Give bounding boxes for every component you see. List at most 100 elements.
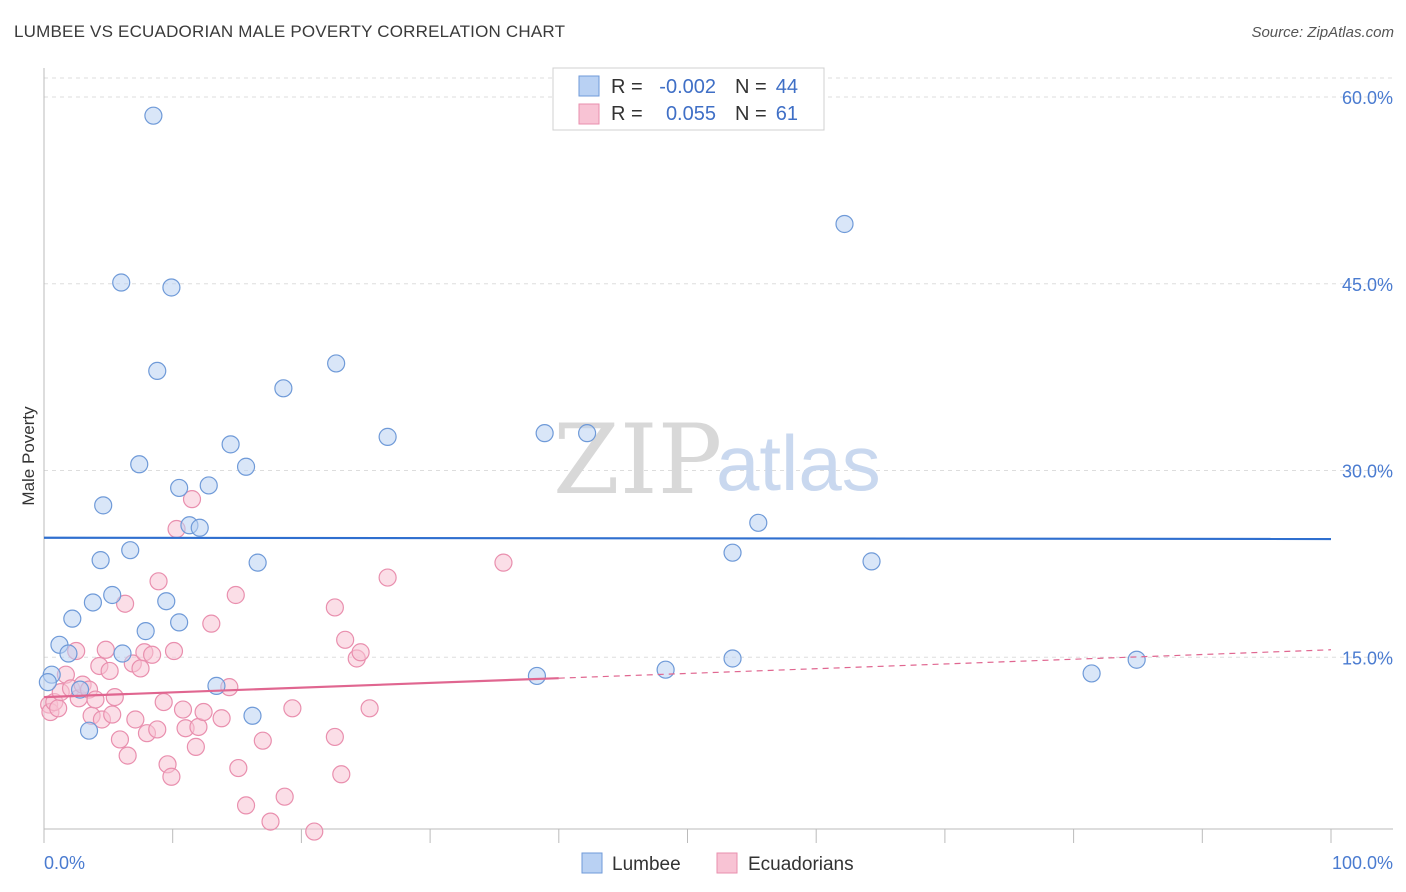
- ecuadorians-point-19: [110, 730, 130, 749]
- lumbee-point-41: [862, 552, 881, 571]
- lumbee-point-42: [1082, 664, 1101, 683]
- ecuadorians-point-53: [325, 598, 344, 617]
- lumbee-point-24: [199, 476, 218, 495]
- ecuadorians-point-24: [131, 659, 150, 678]
- ecuadorians-point-49: [275, 787, 294, 806]
- x-tick-label-max: 100.0%: [1332, 853, 1393, 873]
- lumbee-point-1: [38, 673, 57, 692]
- lumbee-trend-line: [43, 536, 1332, 541]
- lumbee-point-17: [148, 361, 167, 380]
- legend-n-value-1: 44: [776, 76, 798, 98]
- lumbee-point-3: [59, 644, 78, 663]
- series-legend-swatch-ecuadorians: [716, 852, 738, 874]
- ecuadorians-point-32: [162, 767, 181, 786]
- ecuadorians-point-60: [494, 553, 513, 572]
- ecuadorians-point-46: [236, 796, 256, 815]
- ecuadorians-point-23: [126, 710, 145, 729]
- watermark-atlas: atlas: [716, 419, 881, 507]
- ecuadorians-point-18: [105, 687, 124, 707]
- ecuadorians-point-41: [202, 614, 221, 633]
- y-tick-labels: 15.0% 30.0% 45.0% 60.0%: [1342, 88, 1393, 668]
- y-tick-label-30: 30.0%: [1342, 462, 1393, 482]
- ecuadorians-point-20: [115, 594, 135, 613]
- ecuadorians-point-44: [226, 585, 245, 605]
- ecuadorians-trend-line-extension: [558, 649, 1332, 679]
- ecuadorians-point-28: [148, 720, 167, 739]
- lumbee-point-21: [170, 478, 189, 498]
- x-tick-marks: [43, 829, 1332, 843]
- watermark: ZIP atlas: [553, 404, 881, 516]
- legend-r-label-1: R =: [611, 76, 643, 98]
- y-tick-label-60: 60.0%: [1342, 88, 1393, 108]
- y-axis-label: Male Poverty: [19, 406, 38, 506]
- ecuadorians-point-55: [336, 630, 355, 649]
- lumbee-point-10: [103, 585, 122, 605]
- y-tick-label-45: 45.0%: [1342, 275, 1393, 295]
- lumbee-point-13: [121, 541, 140, 560]
- watermark-zip: ZIP: [553, 404, 722, 516]
- ecuadorians-point-29: [149, 572, 168, 591]
- grid-lines: [44, 77, 1393, 658]
- lumbee-point-35: [578, 424, 597, 443]
- lumbee-point-9: [94, 496, 113, 515]
- lumbee-point-27: [236, 457, 256, 476]
- legend-swatch-lumbee: [578, 75, 600, 97]
- lumbee-point-32: [378, 427, 397, 446]
- legend-n-label-2: N =: [735, 103, 767, 125]
- ecuadorians-point-12: [86, 690, 105, 709]
- lumbee-point-43: [1127, 650, 1146, 669]
- legend-swatch-ecuadorians: [578, 103, 600, 125]
- lumbee-point-19: [162, 278, 181, 297]
- series-legend-swatch-lumbee: [581, 852, 603, 874]
- lumbee-point-4: [63, 609, 82, 628]
- lumbee-point-39: [749, 513, 768, 532]
- x-tick-label-min: 0.0%: [44, 853, 85, 873]
- ecuadorians-point-48: [261, 812, 280, 831]
- ecuadorians-points: [40, 490, 513, 841]
- ecuadorians-point-42: [212, 709, 231, 728]
- lumbee-point-38: [723, 649, 742, 668]
- ecuadorians-point-16: [100, 661, 119, 681]
- ecuadorians-point-38: [186, 737, 205, 756]
- legend-n-label-1: N =: [735, 76, 767, 98]
- lumbee-point-8: [91, 551, 110, 570]
- ecuadorians-point-15: [96, 640, 115, 659]
- lumbee-point-33: [527, 666, 547, 686]
- chart-title: LUMBEE VS ECUADORIAN MALE POVERTY CORREL…: [14, 22, 566, 41]
- ecuadorians-point-58: [360, 699, 379, 718]
- lumbee-point-36: [656, 660, 675, 679]
- ecuadorians-point-35: [173, 700, 193, 719]
- ecuadorians-point-47: [253, 731, 272, 750]
- ecuadorians-point-3: [49, 699, 68, 718]
- legend-r-value-2: 0.055: [666, 103, 716, 125]
- ecuadorians-point-40: [194, 702, 213, 722]
- lumbee-point-31: [327, 354, 346, 373]
- lumbee-point-26: [221, 435, 240, 454]
- lumbee-point-7: [83, 593, 103, 612]
- lumbee-point-11: [113, 644, 132, 663]
- lumbee-point-29: [248, 553, 267, 572]
- ecuadorians-point-21: [118, 746, 137, 765]
- y-tick-label-15: 15.0%: [1342, 648, 1393, 668]
- lumbee-point-30: [274, 379, 293, 398]
- ecuadorians-point-54: [332, 765, 351, 784]
- ecuadorians-point-59: [378, 568, 397, 587]
- lumbee-points: [38, 106, 1146, 740]
- series-legend-lumbee: Lumbee: [612, 854, 681, 875]
- legend-r-label-2: R =: [611, 103, 643, 125]
- legend-n-value-2: 61: [776, 103, 798, 125]
- legend-r-value-1: -0.002: [659, 76, 716, 98]
- correlation-legend: R = -0.002 N = 44 R = 0.055 N = 61: [552, 67, 825, 131]
- lumbee-point-37: [723, 543, 742, 562]
- ecuadorians-point-45: [229, 758, 248, 778]
- ecuadorians-point-50: [283, 699, 302, 718]
- ecuadorians-point-52: [325, 727, 344, 747]
- lumbee-point-20: [170, 613, 189, 632]
- lumbee-point-6: [79, 721, 99, 740]
- lumbee-point-15: [136, 622, 155, 641]
- lumbee-point-16: [144, 106, 163, 125]
- ecuadorians-point-33: [164, 641, 184, 661]
- series-legend: Lumbee Ecuadorians: [581, 852, 854, 875]
- ecuadorians-trend-line: [43, 677, 559, 699]
